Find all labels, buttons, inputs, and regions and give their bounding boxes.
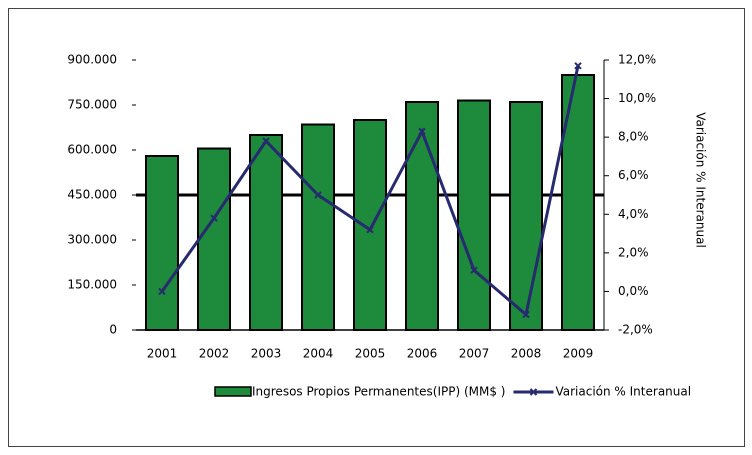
bar xyxy=(249,134,283,331)
x-tick-label: 2005 xyxy=(355,347,386,361)
x-tick-label: 2008 xyxy=(511,347,542,361)
y-tick-label: 0 xyxy=(109,323,117,337)
y-tick-label: 900.000 xyxy=(67,53,117,67)
x-tick-label: 2003 xyxy=(251,347,282,361)
marker xyxy=(262,137,270,145)
marker xyxy=(210,214,218,222)
bar xyxy=(197,147,231,331)
y-tick-label: 300.000 xyxy=(67,233,117,247)
bar xyxy=(457,99,491,331)
y2-axis-title: Variación % Interanual xyxy=(694,112,708,248)
y-tick-label: 750.000 xyxy=(67,98,117,112)
y-tick-label: 150.000 xyxy=(67,278,117,292)
x-tick-label: 2006 xyxy=(407,347,438,361)
marker xyxy=(158,287,166,296)
marker xyxy=(574,62,582,70)
legend-label: Ingresos Propios Permanentes(IPP) (MM$ ) xyxy=(252,385,505,399)
bar xyxy=(509,101,543,331)
y2-tick-label: 0,0% xyxy=(618,284,649,298)
y2-tick-label: 10,0% xyxy=(618,91,656,105)
y2-tick-label: 12,0% xyxy=(618,53,656,67)
marker xyxy=(418,127,426,136)
y2-tick-label: -2,0% xyxy=(618,323,653,337)
x-tick-label: 2002 xyxy=(199,347,230,361)
legend-swatch xyxy=(214,386,252,397)
bar xyxy=(405,101,439,331)
bar xyxy=(353,119,387,331)
marker xyxy=(470,266,478,274)
marker xyxy=(366,226,374,234)
y2-tick-label: 8,0% xyxy=(618,130,649,144)
x-tick-label: 2004 xyxy=(303,347,334,361)
marker xyxy=(522,310,530,319)
legend-label: Variación % Interanual xyxy=(555,385,691,399)
y-tick-label: 600.000 xyxy=(67,143,117,157)
y-tick-label: 450.000 xyxy=(67,188,117,202)
bar xyxy=(145,155,179,331)
marker xyxy=(314,191,322,199)
y2-tick-label: 4,0% xyxy=(618,207,649,221)
x-tick-label: 2009 xyxy=(563,347,594,361)
bar xyxy=(301,123,335,331)
x-tick-label: 2001 xyxy=(147,347,178,361)
legend-marker xyxy=(529,388,538,396)
y2-tick-label: 6,0% xyxy=(618,168,649,182)
x-tick-label: 2007 xyxy=(459,347,490,361)
y2-tick-label: 2,0% xyxy=(618,245,649,259)
